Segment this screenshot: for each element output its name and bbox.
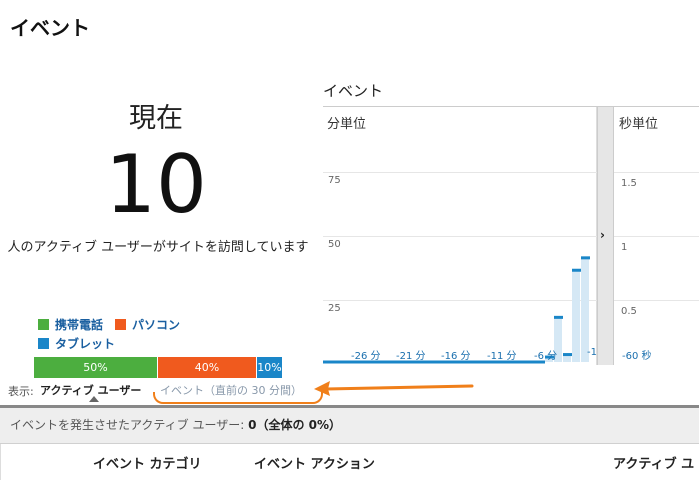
desktop-share-segment: 40% [158, 357, 257, 378]
bar-cap [446, 360, 455, 364]
active-users-count: 10 [105, 138, 207, 231]
bar-cap [455, 360, 464, 364]
y-tick-label: 0.5 [621, 306, 637, 317]
bar-cap [437, 360, 446, 364]
gridline [323, 236, 597, 237]
bar-cap [347, 360, 356, 364]
summary-row: イベントを発生させたアクティブ ユーザー: 0（全体の 0%） [0, 408, 699, 444]
highlight-underline [153, 392, 323, 404]
active-users-description: 人のアクティブ ユーザーがサイトを訪問しています [7, 240, 309, 255]
bar-cap [365, 360, 374, 364]
gridline [323, 300, 597, 301]
bar-cap [419, 360, 428, 364]
bar-cap [338, 360, 347, 364]
column-header-event-category[interactable]: イベント カテゴリ [93, 457, 202, 472]
x-tick-label: -6 分 [534, 351, 558, 362]
legend-tablet-label: タブレット [55, 337, 116, 351]
bar-body [563, 354, 571, 362]
bar-body [545, 357, 553, 362]
y-tick-label: 50 [328, 239, 341, 250]
y-tick-label: 75 [328, 175, 341, 186]
legend-mobile-label: 携帯電話 [55, 318, 104, 332]
x-tick-label: -11 分 [487, 351, 517, 362]
column-header-event-action[interactable]: イベント アクション [254, 457, 375, 472]
bar-cap [527, 360, 536, 364]
per-second-label: 秒単位 [619, 117, 659, 132]
desktop-swatch [115, 319, 126, 330]
bar-cap [392, 360, 401, 364]
bar-cap [518, 360, 527, 364]
column-header-active-users[interactable]: アクティブ ユ [613, 457, 695, 472]
bar-cap [581, 256, 590, 260]
chart-title: イベント [323, 82, 384, 100]
device-share-bar: 50% 40% 10% [34, 357, 282, 378]
mobile-swatch [38, 319, 49, 330]
bar-cap [500, 360, 509, 364]
legend-desktop-label: パソコン [132, 318, 181, 332]
gridline [614, 172, 699, 173]
tab-events-30min[interactable]: イベント（直前の 30 分間） [160, 384, 302, 397]
mobile-share-segment: 50% [34, 357, 158, 378]
chart-divider [323, 106, 699, 107]
x-tick-label: -16 分 [441, 351, 471, 362]
summary-count: 0 [248, 418, 257, 432]
y-tick-label: 25 [328, 303, 341, 314]
x-tick-label: -1 [587, 347, 597, 358]
bar-cap [464, 360, 473, 364]
bar-cap [356, 360, 365, 364]
view-show-label: 表示: [8, 385, 34, 398]
x-tick-label: -21 分 [396, 351, 426, 362]
summary-prefix: イベントを発生させたアクティブ ユーザー: [10, 418, 249, 432]
bar-body [554, 317, 562, 362]
bar-cap [401, 360, 410, 364]
bar-body [572, 270, 580, 362]
bar-cap [383, 360, 392, 364]
y-tick-label: 1.5 [621, 178, 637, 189]
bar-cap [323, 360, 329, 364]
bar-cap [491, 360, 500, 364]
bar-cap [509, 360, 518, 364]
tab-indicator-icon [89, 396, 99, 402]
bar-cap [482, 360, 491, 364]
expand-seconds-toggle[interactable] [597, 107, 614, 365]
page-title: イベント [10, 16, 90, 40]
gridline [323, 172, 597, 173]
bar-cap [563, 353, 572, 357]
x-tick-label: -60 秒 [622, 351, 652, 362]
table-divider [0, 405, 699, 408]
now-label: 現在 [129, 103, 183, 134]
bar-cap [536, 360, 545, 364]
bar-cap [410, 360, 419, 364]
bar-cap [572, 268, 581, 272]
bar-cap [428, 360, 437, 364]
tablet-share-segment: 10% [257, 357, 282, 378]
annotation-arrow-icon [314, 381, 474, 396]
bar-body [581, 257, 589, 362]
summary-suffix: （全体の 0%） [256, 418, 342, 432]
gridline [614, 236, 699, 237]
bar-cap [374, 360, 383, 364]
bar-cap [554, 315, 563, 319]
y-tick-label: 1 [621, 242, 628, 253]
legend-mobile: 携帯電話 [38, 316, 103, 333]
legend-desktop: パソコン [115, 316, 180, 333]
bar-cap [329, 360, 338, 364]
tab-active-users[interactable]: アクティブ ユーザー [40, 384, 142, 397]
chevron-right-icon[interactable]: › [600, 228, 605, 242]
x-tick-label: -26 分 [351, 351, 381, 362]
per-minute-bars [323, 256, 590, 364]
per-minute-label: 分単位 [327, 117, 367, 132]
bar-cap [473, 360, 482, 364]
bar-cap [545, 355, 554, 359]
gridline [614, 300, 699, 301]
legend-tablet: タブレット [38, 335, 115, 352]
table-header-row: イベント カテゴリ イベント アクション アクティブ ユ [0, 444, 699, 480]
tablet-swatch [38, 338, 49, 349]
